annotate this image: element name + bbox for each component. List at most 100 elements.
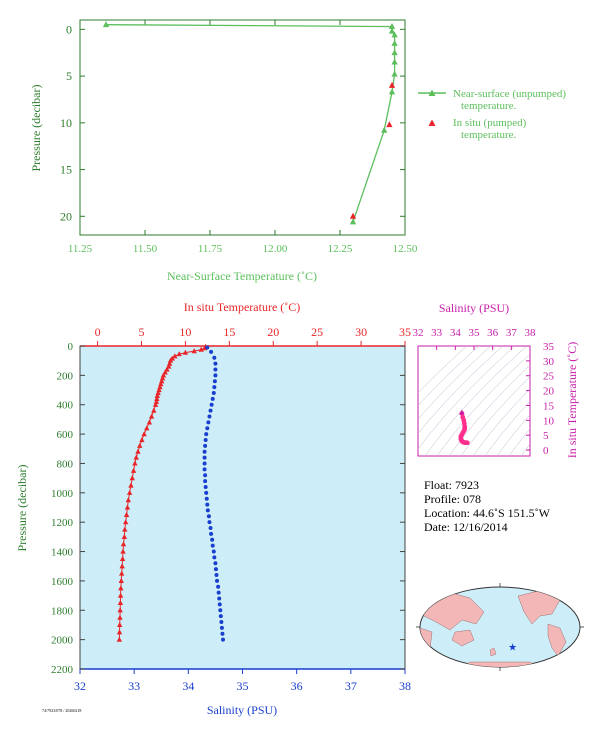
temperature-point-34: [130, 467, 137, 473]
location: Location: 44.6˚S 151.5˚W: [424, 506, 551, 520]
temperature-point-57: [116, 636, 123, 642]
density-contour-12: [508, 428, 530, 456]
salinity-point-15: [204, 432, 209, 437]
density-contour-19: [586, 336, 601, 466]
temp-tick-label-25: 25: [311, 325, 323, 339]
temperature-point-33: [132, 460, 138, 466]
date: Date: 12/16/2014: [424, 520, 508, 534]
legend-marker-in-situ: [428, 119, 436, 126]
salinity-point-11: [208, 408, 213, 413]
salinity-point-31: [208, 526, 213, 531]
salinity-point-41: [216, 584, 221, 589]
ts-title: Salinity (PSU): [439, 301, 509, 315]
temperature-point-47: [119, 563, 125, 569]
density-contour-11: [496, 414, 530, 456]
legend-label-near-surface-2: temperature.: [461, 100, 517, 112]
salinity-point-22: [203, 473, 208, 478]
temperature-point-48: [119, 570, 125, 576]
temperature-point-28: [141, 431, 147, 437]
ts-points: [458, 409, 470, 446]
temperature-point-39: [124, 504, 131, 510]
temperature-point-20: [154, 392, 160, 399]
map-ticks: [416, 583, 584, 671]
footnote: 74/7923/078 / 20260218: [42, 708, 81, 713]
temperature-point-40: [123, 511, 130, 517]
near-surface-point-9: [381, 126, 388, 133]
y-tick-label-0: 0: [66, 22, 72, 36]
near-surface-point-2: [388, 27, 396, 34]
temperature-point-22: [153, 398, 160, 404]
salinity-point-47: [219, 620, 224, 625]
temperature-point-9: [166, 360, 173, 366]
temperature-point-6: [172, 353, 178, 359]
sal-tick-label-36: 36: [291, 679, 303, 693]
density-contour-4: [418, 346, 516, 450]
temperature-point-16: [158, 381, 164, 387]
temperature-point-56: [116, 629, 123, 635]
salinity-point-7: [212, 385, 217, 390]
salinity-point-5: [213, 373, 218, 378]
ts-x-tick-label-35: 35: [469, 327, 481, 339]
x-tick-label-11.50: 11.50: [133, 243, 158, 255]
in-situ-point-1: [386, 121, 393, 128]
y-tick-label-5: 5: [66, 69, 72, 83]
temperature-point-14: [159, 375, 166, 381]
ts-y-tick-label-5: 5: [543, 430, 549, 442]
sal-tick-label-33: 33: [128, 679, 140, 693]
temperature-point-45: [120, 548, 126, 554]
temp-tick-label-35: 35: [399, 325, 411, 339]
legend-label-in-situ-2: temperature.: [461, 129, 517, 141]
temperature-point-29: [139, 436, 145, 443]
temperature-point-49: [118, 577, 124, 584]
in-situ-point-0: [388, 81, 396, 88]
ts-x-tick-label-33: 33: [431, 327, 443, 339]
near-surface-point-8: [388, 88, 396, 95]
near-surface-point-0: [102, 21, 110, 28]
near-surface-point-1: [388, 23, 396, 29]
density-contour-2: [418, 346, 492, 420]
ts-x-tick-label-34: 34: [450, 327, 462, 339]
temperature-point-41: [122, 519, 129, 525]
temp-tick-label-5: 5: [138, 325, 144, 339]
temp-tick-label-20: 20: [267, 325, 279, 339]
salinity-point-8: [211, 390, 216, 395]
in-situ-point-2: [349, 212, 357, 219]
salinity-point-3: [213, 361, 218, 366]
salinity-point-35: [211, 549, 216, 554]
salinity-point-14: [205, 426, 210, 431]
salinity-point-6: [212, 379, 217, 384]
ts-surface-marker: [459, 409, 465, 415]
temperature-point-32: [133, 454, 139, 460]
salinity-point-37: [213, 561, 218, 566]
salinity-point-12: [207, 414, 212, 419]
temperature-point-2: [198, 346, 204, 352]
near-surface-point-10: [349, 218, 357, 225]
salinity-point-39: [214, 573, 219, 578]
near-surface-point-3: [391, 31, 398, 38]
pressure-tick-label-200: 200: [57, 370, 74, 382]
salinity-point-45: [218, 608, 223, 613]
near-surface-series: [102, 21, 398, 225]
salinity-point-30: [207, 520, 212, 525]
pressure-tick-label-1800: 1800: [51, 605, 74, 617]
density-contour-8: [460, 376, 530, 456]
temperature-point-42: [122, 526, 128, 532]
salinity-point-48: [219, 625, 224, 630]
density-contour-14: [526, 336, 601, 466]
ts-y-tick-label-35: 35: [543, 341, 555, 353]
temperature-point-36: [128, 482, 134, 488]
sal-tick-label-34: 34: [182, 679, 194, 693]
temperature-point-51: [117, 592, 124, 598]
temperature-point-44: [120, 541, 127, 547]
ts-density-contours: [418, 336, 601, 466]
salinity-point-16: [203, 437, 208, 442]
profile-ticks: 0 5 10 15 20 25 30 35 32 33 34 35 36 37 38 0 200 400 600 80…: [51, 325, 411, 693]
near-surface-chart: 11.25 11.50 11.75 12.00 12.25 12.50 0 5 10 15 20 N…: [29, 19, 566, 283]
pressure-tick-label-600: 600: [57, 429, 74, 441]
salinity-point-46: [218, 614, 223, 619]
temperature-point-26: [146, 419, 153, 425]
sal-tick-label-35: 35: [237, 679, 249, 693]
temp-tick-label-0: 0: [95, 325, 101, 339]
ts-point-18: [464, 440, 470, 446]
temperature-point-23: [152, 401, 159, 407]
